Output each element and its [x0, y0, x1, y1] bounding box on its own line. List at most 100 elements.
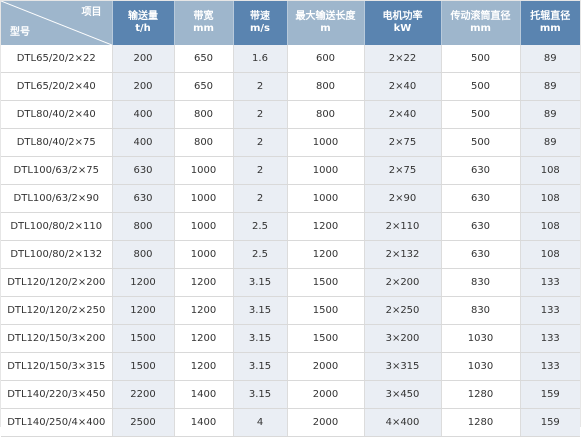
cell-throughput: 1200 — [112, 296, 175, 325]
cell-drum-diameter: 630 — [441, 184, 521, 213]
cell-drum-diameter: 630 — [441, 240, 521, 269]
cell-max-length: 800 — [287, 72, 365, 101]
cell-motor-power: 3×450 — [364, 380, 442, 409]
cell-motor-power: 2×40 — [364, 100, 442, 129]
cell-max-length: 1200 — [287, 212, 365, 241]
cell-motor-power: 2×90 — [364, 184, 442, 213]
cell-motor-power: 4×400 — [364, 408, 442, 437]
column-header-drum-diameter: 传动滚筒直径 mm — [441, 1, 521, 45]
cell-model: DTL65/20/2×40 — [1, 72, 113, 101]
cell-model: DTL100/63/2×75 — [1, 156, 113, 185]
column-name: 电机功率 — [382, 11, 423, 22]
cell-motor-power: 3×200 — [364, 324, 442, 353]
cell-throughput: 2500 — [112, 408, 175, 437]
cell-model: DTL100/80/2×132 — [1, 240, 113, 269]
column-header-idler-diameter: 托辊直径 mm — [520, 1, 580, 45]
table-row: DTL100/80/2×110 800 1000 2.5 1200 2×110 630 108 — [1, 212, 580, 241]
cell-belt-width: 1400 — [174, 408, 234, 437]
cell-motor-power: 3×315 — [364, 352, 442, 381]
cell-belt-speed: 2.5 — [233, 240, 288, 269]
cell-model: DTL65/20/2×22 — [1, 45, 113, 73]
cell-belt-speed: 3.15 — [233, 352, 288, 381]
cell-idler-diameter: 108 — [520, 212, 580, 241]
table-row: DTL65/20/2×40 200 650 2 800 2×40 500 89 — [1, 72, 580, 101]
cell-throughput: 800 — [112, 212, 175, 241]
cell-idler-diameter: 89 — [520, 72, 580, 101]
cell-motor-power: 2×200 — [364, 268, 442, 297]
column-header-belt-width: 带宽 mm — [174, 1, 234, 45]
column-header-belt-speed: 带速 m/s — [233, 1, 288, 45]
corner-label-model: 型号 — [10, 27, 30, 38]
cell-drum-diameter: 630 — [441, 212, 521, 241]
table-row: DTL100/80/2×132 800 1000 2.5 1200 2×132 630 108 — [1, 240, 580, 269]
cell-belt-width: 650 — [174, 45, 234, 73]
cell-throughput: 1500 — [112, 324, 175, 353]
cell-drum-diameter: 630 — [441, 156, 521, 185]
cell-belt-speed: 3.15 — [233, 296, 288, 325]
cell-model: DTL140/250/4×400 — [1, 408, 113, 437]
cell-belt-speed: 2 — [233, 100, 288, 129]
cell-belt-speed: 2.5 — [233, 212, 288, 241]
cell-drum-diameter: 1280 — [441, 408, 521, 437]
table-row: DTL140/220/3×450 2200 1400 3.15 2000 3×450 128… — [1, 380, 580, 409]
cell-throughput: 630 — [112, 156, 175, 185]
cell-idler-diameter: 133 — [520, 352, 580, 381]
cell-belt-width: 1000 — [174, 184, 234, 213]
cell-model: DTL120/120/2×200 — [1, 268, 113, 297]
cell-max-length: 2000 — [287, 408, 365, 437]
cell-max-length: 1500 — [287, 296, 365, 325]
table-row: DTL120/150/3×315 1500 1200 3.15 2000 3×315 103… — [1, 352, 580, 381]
column-name: 带速 — [250, 11, 270, 22]
cell-motor-power: 2×110 — [364, 212, 442, 241]
cell-idler-diameter: 108 — [520, 156, 580, 185]
cell-model: DTL80/40/2×75 — [1, 128, 113, 157]
column-header-motor-power: 电机功率 kW — [364, 1, 442, 45]
cell-belt-speed: 3.15 — [233, 324, 288, 353]
cell-idler-diameter: 159 — [520, 408, 580, 437]
cell-max-length: 1500 — [287, 268, 365, 297]
cell-idler-diameter: 133 — [520, 296, 580, 325]
cell-drum-diameter: 830 — [441, 296, 521, 325]
cell-throughput: 200 — [112, 45, 175, 73]
cell-drum-diameter: 1030 — [441, 352, 521, 381]
cell-belt-width: 1200 — [174, 352, 234, 381]
column-unit: m — [320, 23, 331, 34]
cell-motor-power: 2×22 — [364, 45, 442, 73]
column-name: 最大输送长度 — [295, 11, 356, 22]
cell-throughput: 630 — [112, 184, 175, 213]
cell-max-length: 600 — [287, 45, 365, 73]
cell-idler-diameter: 159 — [520, 380, 580, 409]
cell-belt-speed: 2 — [233, 72, 288, 101]
cell-motor-power: 2×250 — [364, 296, 442, 325]
cell-throughput: 2200 — [112, 380, 175, 409]
cell-idler-diameter: 133 — [520, 268, 580, 297]
cell-belt-width: 650 — [174, 72, 234, 101]
cell-motor-power: 2×132 — [364, 240, 442, 269]
column-unit: mm — [539, 23, 561, 34]
cell-belt-width: 800 — [174, 100, 234, 129]
cell-idler-diameter: 108 — [520, 184, 580, 213]
cell-belt-speed: 3.15 — [233, 268, 288, 297]
cell-model: DTL80/40/2×40 — [1, 100, 113, 129]
column-header-throughput: 输送量 t/h — [112, 1, 175, 45]
column-name: 输送量 — [128, 11, 158, 22]
column-unit: mm — [470, 23, 491, 34]
cell-drum-diameter: 1280 — [441, 380, 521, 409]
cell-belt-speed: 2 — [233, 156, 288, 185]
table-body: DTL65/20/2×22 200 650 1.6 600 2×22 500 89 DTL65/… — [1, 45, 580, 437]
cell-belt-width: 1200 — [174, 324, 234, 353]
cell-throughput: 800 — [112, 240, 175, 269]
cell-belt-speed: 2 — [233, 128, 288, 157]
cell-max-length: 1200 — [287, 240, 365, 269]
table-row: DTL120/150/3×200 1500 1200 3.15 1500 3×200 103… — [1, 324, 580, 353]
table-row: DTL100/63/2×90 630 1000 2 1000 2×90 630 108 — [1, 184, 580, 213]
cell-belt-width: 1000 — [174, 156, 234, 185]
cell-drum-diameter: 500 — [441, 72, 521, 101]
cell-belt-width: 1200 — [174, 268, 234, 297]
cell-throughput: 400 — [112, 128, 175, 157]
column-header-max-length: 最大输送长度 m — [287, 1, 365, 45]
cell-belt-speed: 3.15 — [233, 380, 288, 409]
column-unit: t/h — [135, 23, 151, 34]
